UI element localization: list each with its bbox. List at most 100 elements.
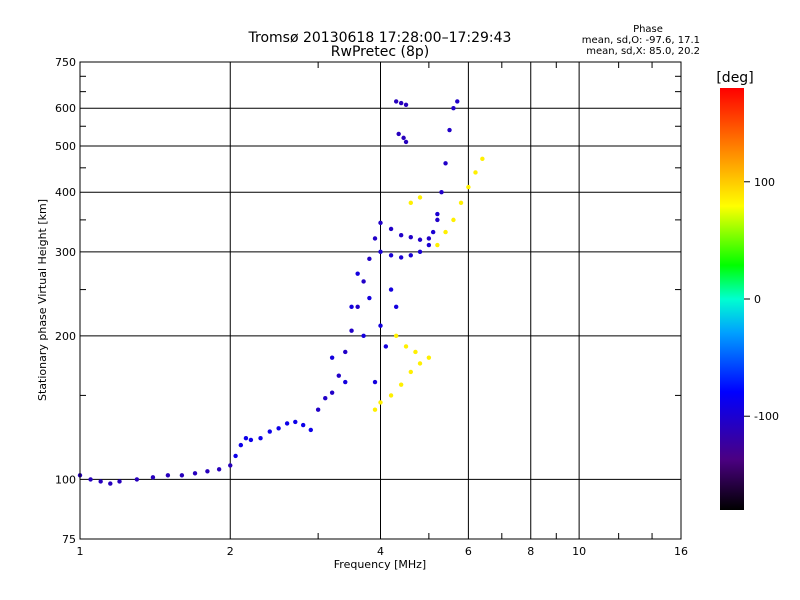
data-point — [443, 161, 448, 166]
data-point — [349, 304, 354, 310]
data-point — [361, 333, 366, 339]
data-point — [413, 349, 418, 355]
data-point — [378, 220, 383, 226]
data-point — [150, 475, 156, 480]
tick-labels: 1 2 4 6 8 10 16 75 100 200 300 400 500 600 750 — [55, 56, 688, 558]
data-point — [451, 217, 456, 223]
data-point — [336, 373, 342, 378]
data-point — [378, 400, 383, 405]
chart-subtitle: RwPretec (8p) — [331, 44, 429, 60]
data-point — [329, 390, 335, 395]
data-point — [401, 135, 406, 141]
data-point — [88, 477, 93, 482]
data-point — [393, 99, 399, 104]
data-point — [308, 427, 313, 433]
data-point — [417, 249, 423, 255]
data-point — [243, 436, 249, 441]
data-point — [417, 237, 423, 242]
data-point — [192, 471, 198, 476]
data-point — [439, 190, 444, 195]
data-point — [398, 100, 404, 106]
data-point — [435, 242, 440, 248]
data-point — [398, 255, 404, 260]
data-point — [329, 355, 335, 360]
x-tick-label: 10 — [572, 545, 586, 558]
data-point — [388, 253, 394, 258]
data-point — [284, 421, 290, 426]
data-point — [165, 473, 171, 478]
data-point — [388, 393, 394, 398]
data-points — [77, 99, 485, 486]
data-point — [403, 344, 409, 349]
x-axis-label: Frequency [MHz] — [334, 558, 426, 571]
colorbar-tick-label: 100 — [754, 176, 775, 189]
data-point — [349, 328, 354, 333]
data-point — [258, 436, 263, 441]
grid — [80, 62, 681, 539]
colorbar-ticks: -100 0 100 — [744, 176, 779, 423]
data-point — [355, 304, 360, 310]
data-point — [383, 344, 389, 349]
data-point — [398, 233, 404, 238]
data-point — [458, 200, 464, 206]
y-tick-label: 750 — [55, 56, 76, 69]
data-point — [426, 242, 432, 248]
data-point — [430, 229, 436, 235]
data-point — [233, 453, 238, 459]
data-point — [451, 106, 456, 111]
colorbar-tick-label: 0 — [754, 293, 761, 306]
data-point — [238, 442, 244, 448]
data-point — [408, 369, 413, 375]
data-point — [276, 426, 281, 431]
data-point — [473, 170, 478, 175]
data-point — [98, 479, 103, 484]
data-point — [108, 481, 113, 486]
x-tick-label: 4 — [377, 545, 384, 558]
data-point — [388, 287, 394, 292]
data-point — [248, 437, 254, 443]
data-point — [403, 102, 409, 108]
data-point — [267, 429, 272, 434]
data-point — [408, 200, 413, 206]
data-point — [378, 323, 383, 328]
data-point — [228, 463, 233, 468]
y-axis-label: Stationary phase Virtual Height [km] — [36, 199, 49, 401]
x-tick-label: 6 — [465, 545, 472, 558]
data-point — [372, 407, 378, 412]
data-point — [403, 139, 409, 145]
data-point — [435, 211, 440, 217]
data-point — [426, 236, 432, 241]
data-point — [205, 469, 210, 474]
y-tick-label: 500 — [55, 140, 76, 153]
y-tick-label: 100 — [55, 473, 76, 486]
x-tick-label: 1 — [77, 545, 84, 558]
data-point — [179, 473, 185, 478]
data-point — [455, 99, 460, 104]
data-point — [372, 379, 378, 385]
y-tick-label: 300 — [55, 246, 76, 259]
x-tick-label: 16 — [674, 545, 688, 558]
data-point — [408, 234, 413, 240]
y-tick-label: 200 — [55, 330, 76, 343]
x-tick-label: 2 — [227, 545, 234, 558]
chart-title: Tromsø 20130618 17:28:00–17:29:43 — [248, 30, 512, 46]
data-point — [343, 349, 348, 355]
data-point — [293, 419, 298, 425]
tick-marks — [80, 62, 681, 539]
colorbar-tick-label: -100 — [754, 410, 779, 423]
data-point — [216, 467, 222, 472]
phase-box-line1: mean, sd,O: -97.6, 17.1 — [582, 35, 700, 46]
phase-box-line2: mean, sd,X: 85.0, 20.2 — [586, 46, 700, 57]
data-point — [466, 184, 471, 190]
data-point — [117, 479, 122, 484]
phase-box-title: Phase — [633, 24, 663, 35]
data-point — [408, 253, 413, 258]
data-point — [417, 361, 423, 366]
data-point — [367, 295, 372, 301]
data-point — [367, 256, 372, 262]
data-point — [323, 395, 328, 401]
data-point — [378, 249, 383, 255]
data-point — [447, 127, 452, 133]
data-point — [443, 229, 448, 235]
